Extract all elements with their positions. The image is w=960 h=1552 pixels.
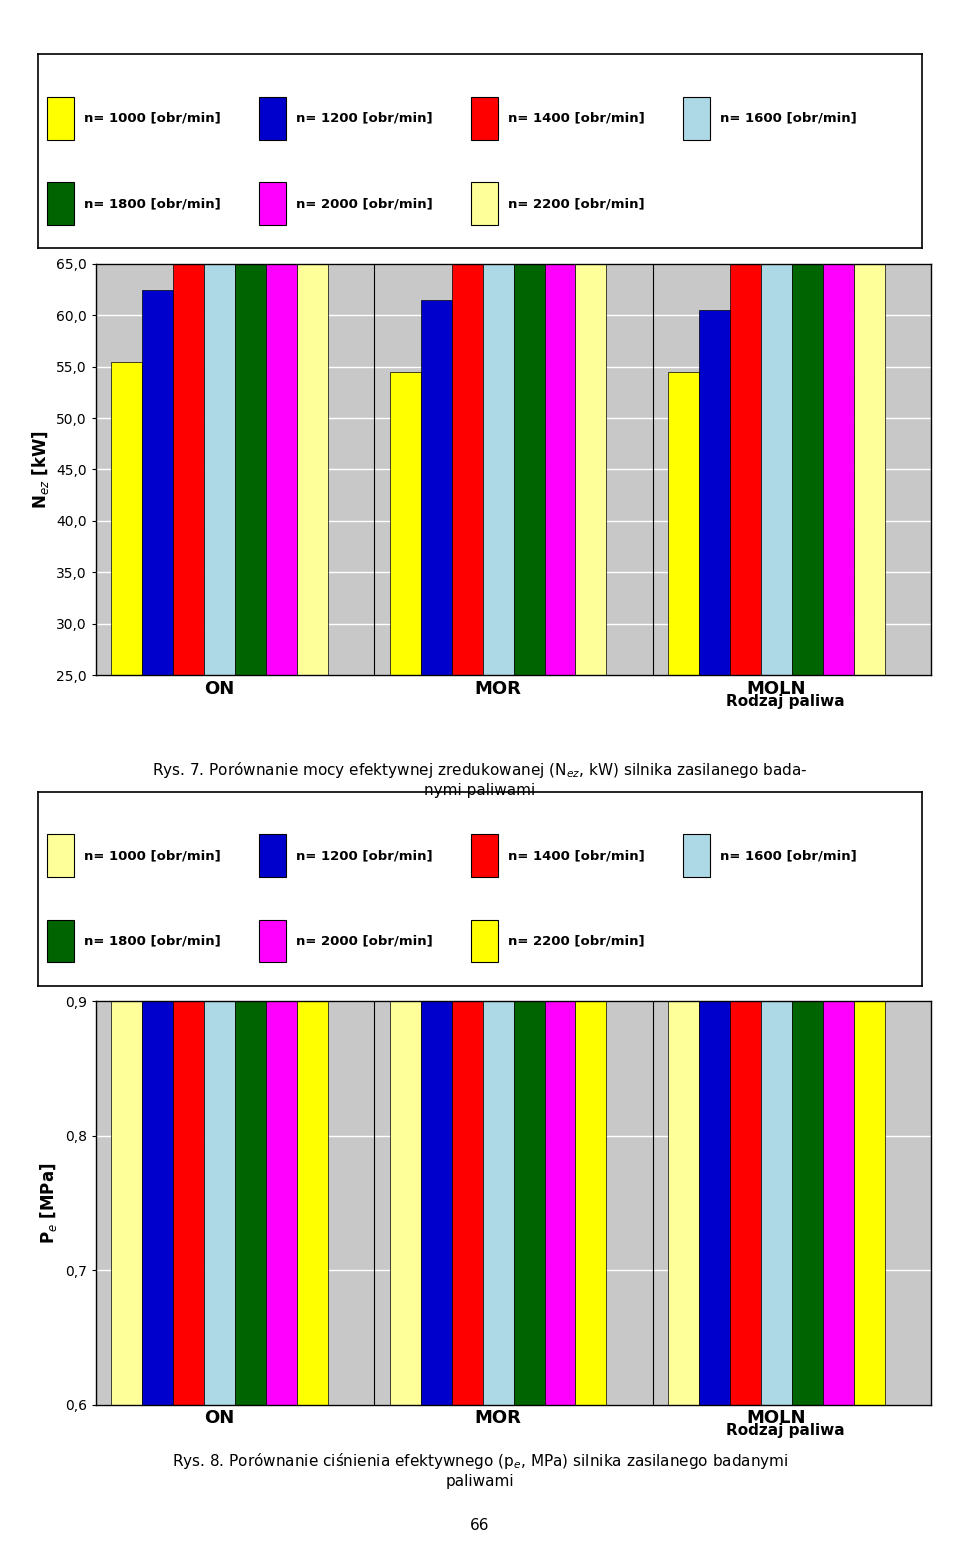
Bar bbox=[761, 192, 792, 675]
Text: Rodzaj paliwa: Rodzaj paliwa bbox=[726, 694, 845, 709]
Text: n= 2000 [obr/min]: n= 2000 [obr/min] bbox=[297, 934, 433, 947]
Bar bbox=[853, 551, 885, 1405]
Bar bbox=[699, 436, 731, 1405]
Bar bbox=[47, 835, 74, 877]
Text: 66: 66 bbox=[470, 1518, 490, 1533]
Y-axis label: P$_e$ [MPa]: P$_e$ [MPa] bbox=[38, 1162, 60, 1243]
Bar bbox=[420, 382, 452, 1405]
Text: n= 1400 [obr/min]: n= 1400 [obr/min] bbox=[508, 849, 645, 861]
Text: n= 1800 [obr/min]: n= 1800 [obr/min] bbox=[84, 197, 221, 210]
Bar bbox=[390, 402, 420, 1405]
Bar bbox=[259, 835, 286, 877]
Text: n= 2000 [obr/min]: n= 2000 [obr/min] bbox=[297, 197, 433, 210]
Bar bbox=[471, 919, 497, 962]
Bar bbox=[792, 166, 823, 675]
Text: n= 1000 [obr/min]: n= 1000 [obr/min] bbox=[84, 849, 221, 861]
Text: n= 1200 [obr/min]: n= 1200 [obr/min] bbox=[297, 112, 433, 124]
Bar bbox=[575, 483, 607, 1405]
Bar bbox=[297, 64, 328, 675]
Text: n= 2200 [obr/min]: n= 2200 [obr/min] bbox=[508, 197, 645, 210]
Bar bbox=[204, 161, 235, 675]
Bar bbox=[731, 244, 761, 675]
Bar bbox=[684, 96, 709, 140]
Bar bbox=[483, 369, 514, 1405]
Bar bbox=[471, 182, 497, 225]
Text: n= 2200 [obr/min]: n= 2200 [obr/min] bbox=[508, 934, 645, 947]
Y-axis label: N$_{ez}$ [kW]: N$_{ez}$ [kW] bbox=[30, 430, 51, 509]
Bar bbox=[452, 301, 483, 1405]
Bar bbox=[297, 430, 328, 1405]
Bar bbox=[668, 462, 699, 1405]
Text: n= 1400 [obr/min]: n= 1400 [obr/min] bbox=[508, 112, 645, 124]
Bar bbox=[142, 301, 174, 1405]
Bar bbox=[452, 228, 483, 675]
Bar bbox=[823, 497, 853, 1405]
Bar bbox=[266, 84, 297, 675]
Bar bbox=[259, 919, 286, 962]
Bar bbox=[823, 104, 853, 675]
Bar bbox=[471, 835, 497, 877]
Bar bbox=[471, 96, 497, 140]
Bar bbox=[514, 141, 544, 675]
Text: Rodzaj paliwa: Rodzaj paliwa bbox=[726, 1423, 845, 1439]
Bar bbox=[174, 217, 204, 675]
Bar bbox=[235, 126, 266, 675]
Bar bbox=[47, 919, 74, 962]
Bar bbox=[174, 275, 204, 1405]
Bar bbox=[668, 372, 699, 675]
Bar bbox=[142, 290, 174, 675]
Text: Rys. 7. Porównanie mocy efektywnej zredukowanej (N$_{ez}$, kW) silnika zasilaneg: Rys. 7. Porównanie mocy efektywnej zredu… bbox=[153, 760, 807, 798]
Text: n= 1200 [obr/min]: n= 1200 [obr/min] bbox=[297, 849, 433, 861]
Bar bbox=[47, 182, 74, 225]
Text: n= 1800 [obr/min]: n= 1800 [obr/min] bbox=[84, 934, 221, 947]
Bar bbox=[792, 430, 823, 1405]
Text: Rys. 8. Porównanie ciśnienia efektywnego (p$_e$, MPa) silnika zasilanego badanym: Rys. 8. Porównanie ciśnienia efektywnego… bbox=[172, 1451, 788, 1488]
Bar bbox=[684, 835, 709, 877]
Bar bbox=[259, 182, 286, 225]
Bar bbox=[575, 68, 607, 675]
Bar bbox=[266, 349, 297, 1405]
Bar bbox=[483, 171, 514, 675]
Bar bbox=[853, 73, 885, 675]
Text: n= 1600 [obr/min]: n= 1600 [obr/min] bbox=[720, 849, 857, 861]
Bar bbox=[111, 335, 142, 1405]
Bar bbox=[761, 390, 792, 1405]
Bar bbox=[47, 96, 74, 140]
Bar bbox=[544, 462, 575, 1405]
Bar bbox=[235, 315, 266, 1405]
Bar bbox=[390, 372, 420, 675]
Bar bbox=[420, 300, 452, 675]
Bar bbox=[514, 396, 544, 1405]
Bar bbox=[731, 349, 761, 1405]
Text: n= 1600 [obr/min]: n= 1600 [obr/min] bbox=[720, 112, 857, 124]
Bar bbox=[699, 310, 731, 675]
Bar bbox=[204, 301, 235, 1405]
Bar bbox=[259, 96, 286, 140]
Bar bbox=[111, 362, 142, 675]
Bar bbox=[544, 99, 575, 675]
Text: n= 1000 [obr/min]: n= 1000 [obr/min] bbox=[84, 112, 221, 124]
